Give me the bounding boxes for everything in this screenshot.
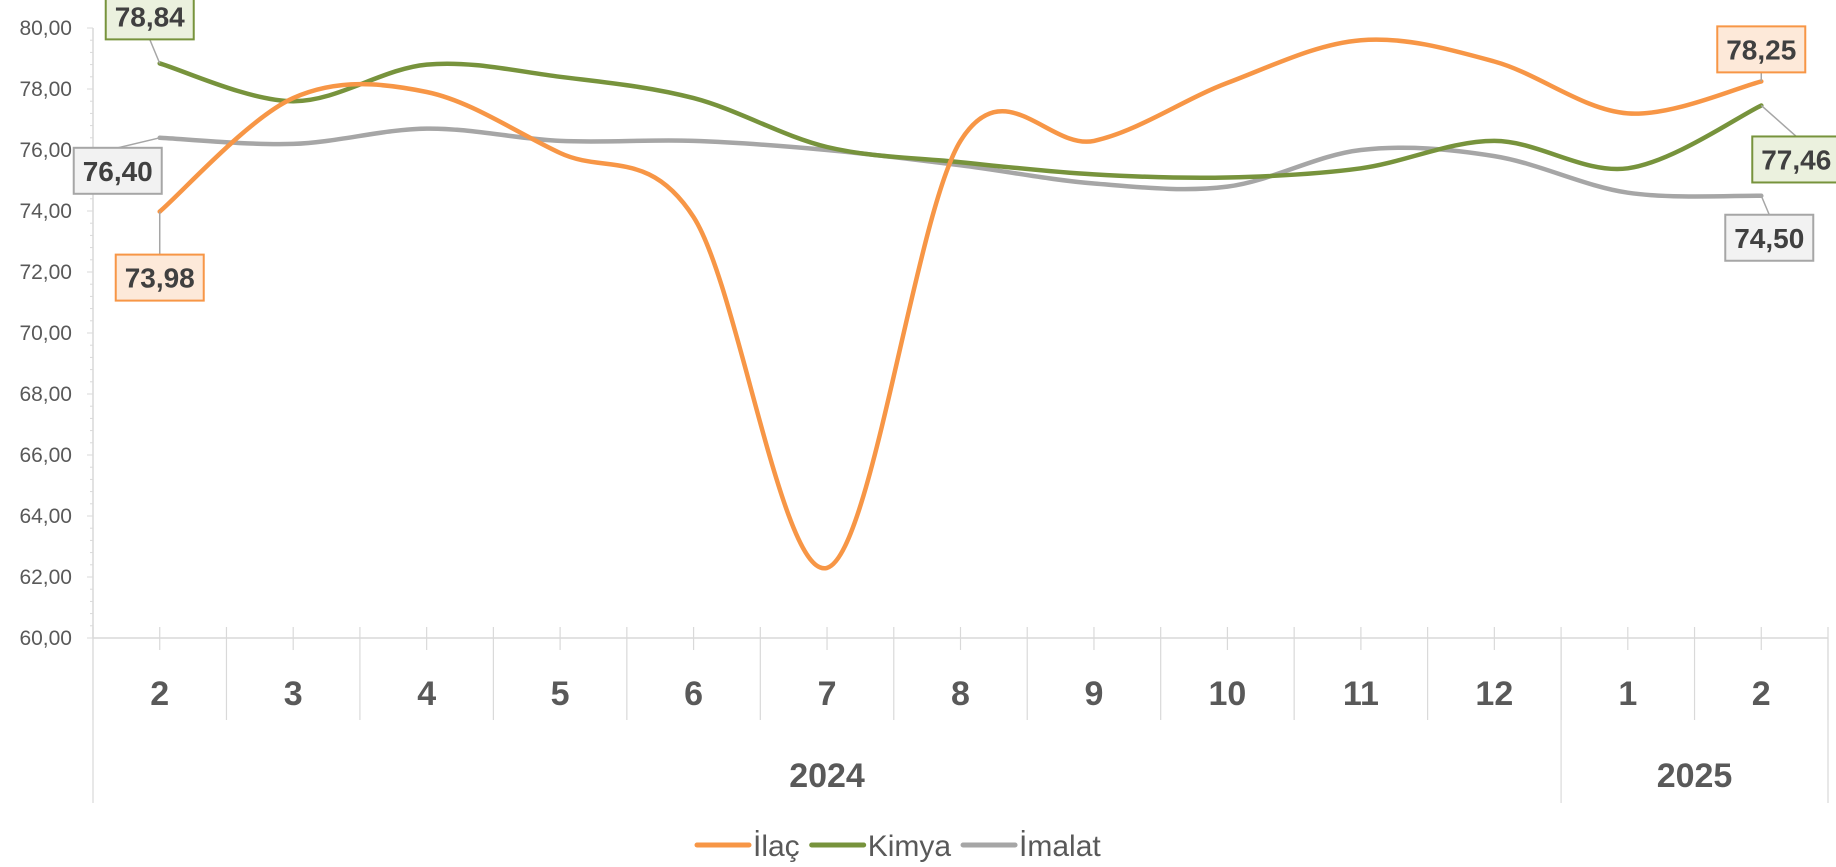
data-label: 74,50 [1724,195,1815,262]
y-tick-label: 72,00 [19,261,72,284]
data-label-box [114,253,205,302]
legend-label: İlaç [753,830,800,863]
y-tick-label: 68,00 [19,383,72,406]
data-label-box [72,146,163,195]
data-label: 78,25 [1716,25,1807,82]
legend-item: İmalat [960,830,1101,863]
y-axis: 60,00 62,00 64,00 66,00 68,00 70,00 72,00 74,00… [19,17,94,650]
x-tick-label: 11 [1343,675,1379,713]
data-label-box [1716,25,1807,74]
data-label-box [104,0,195,41]
x-tick-label: 10 [1209,675,1247,713]
data-label: 77,46 [1751,104,1836,184]
data-label-text: 77,46 [1761,144,1831,175]
series-line-imalat [157,126,1764,199]
y-tick-label: 74,00 [19,200,72,223]
x-tick-label: 12 [1475,675,1513,713]
leader-line [1760,104,1797,138]
data-label: 73,98 [114,211,205,302]
x-tick-label: 3 [284,675,303,713]
data-label-box [1751,135,1836,184]
data-label: 76,40 [72,137,163,195]
x-tick-label: 6 [684,675,703,713]
y-tick-label: 60,00 [19,627,72,650]
leader-line [117,137,160,149]
legend: İlaç Kimya İmalat [694,830,1101,863]
y-tick-label: 66,00 [19,444,72,467]
data-label-text: 78,84 [115,1,185,32]
x-tick-label: 1 [1618,675,1637,713]
x-tick-label: 8 [951,675,970,713]
leader-line [149,39,161,64]
x-tick-label: 4 [417,675,436,713]
y-tick-label: 64,00 [19,505,72,528]
year-label: 2024 [789,757,865,795]
y-tick-label: 70,00 [19,322,72,345]
data-label-text: 73,98 [125,263,195,294]
series-line-ilac [157,37,1764,571]
legend-item: İlaç [694,830,800,863]
data-label-text: 76,40 [83,156,153,187]
year-label: 2025 [1657,757,1733,795]
data-label-text: 74,50 [1734,223,1804,254]
x-tick-label: 7 [818,675,837,713]
data-labels: 73,98 78,25 78,84 77,46 76,40 74,50 [72,0,1836,302]
y-tick-label: 62,00 [19,566,72,589]
data-label-box [1724,213,1815,262]
legend-label: İmalat [1019,830,1101,863]
x-tick-label: 5 [551,675,570,713]
y-tick-label: 76,00 [19,139,72,162]
legend-item: Kimya [809,830,952,863]
data-label-text: 78,25 [1726,34,1796,65]
series-line-kimya [157,61,1764,181]
x-tick-label: 9 [1085,675,1104,713]
leader-line [1760,195,1770,216]
x-tick-label: 2 [1752,675,1771,713]
x-tick-label: 2 [150,675,169,713]
y-tick-label: 78,00 [19,78,72,101]
legend-label: Kimya [868,830,952,863]
data-label: 78,84 [104,0,195,64]
series-lines [157,37,1764,571]
y-tick-label: 80,00 [19,17,72,40]
